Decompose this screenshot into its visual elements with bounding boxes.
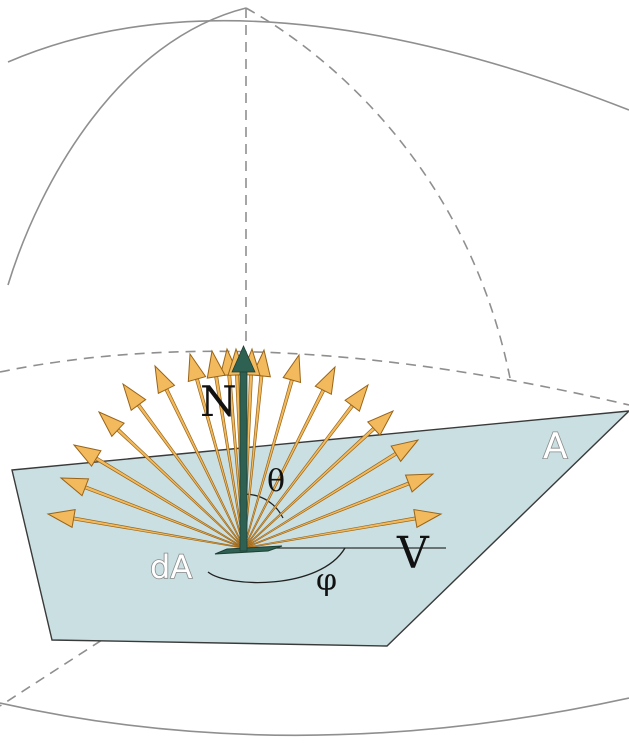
surface-plane [11, 410, 629, 647]
ray-arrowhead [154, 364, 176, 395]
ray-arrowhead [344, 383, 369, 412]
ray-arrowhead [97, 410, 125, 438]
label-theta: θ [267, 464, 285, 499]
label-surface: A [543, 426, 568, 467]
meridian-arc-front [7, 7, 247, 286]
ray-arrowhead [122, 382, 147, 412]
ray-arrowhead [187, 352, 207, 383]
sphere-outline [7, 19, 629, 111]
ray-arrowhead [59, 477, 90, 497]
normal-arrow [231, 345, 256, 552]
label-normal: N [200, 377, 237, 426]
equator-back [0, 350, 629, 406]
sphere-bottom-outline [0, 697, 629, 737]
ray-arrowhead [366, 409, 395, 437]
ray-arrowhead [46, 508, 76, 529]
ray-arrowhead [413, 508, 443, 529]
ray-arrowhead [72, 444, 102, 468]
label-phi: φ [316, 563, 337, 598]
label-patch: dA [150, 548, 192, 586]
ray-arrowhead [282, 353, 302, 384]
ray-arrowhead [390, 439, 420, 463]
phi-arc [207, 547, 346, 584]
meridian-arc-back [245, 7, 511, 379]
patch-dA [214, 545, 283, 555]
label-view: V [396, 528, 430, 579]
ray-arrowhead [314, 365, 336, 396]
ray-arrowhead [206, 349, 226, 379]
emitted-rays [46, 347, 443, 549]
ray-arrowhead [404, 473, 435, 493]
